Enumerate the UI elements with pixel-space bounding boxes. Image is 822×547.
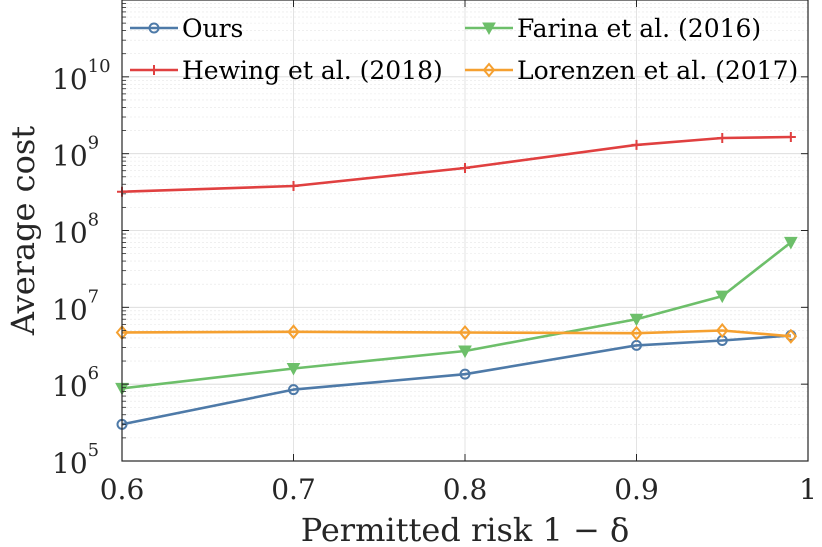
y-tick-label: 1010	[52, 56, 111, 96]
y-axis-label: Average cost	[4, 126, 42, 336]
legend-entry-2: Hewing et al. (2018)	[130, 56, 443, 85]
series-1	[116, 329, 797, 430]
data-point	[785, 131, 796, 142]
data-point	[717, 132, 728, 143]
legend-entry-4: Lorenzen et al. (2017)	[465, 56, 798, 85]
data-point	[631, 339, 642, 351]
x-tick-label: 1	[799, 473, 817, 506]
data-point	[460, 163, 470, 174]
x-tick-label: 0.9	[614, 473, 659, 506]
y-tick-label: 107	[52, 286, 99, 326]
y-tick-label: 106	[52, 363, 99, 403]
legend: Ours Hewing et al. (2018) Farina et al. (2…	[130, 14, 798, 85]
y-tick-label: 105	[52, 440, 99, 480]
data-point	[288, 180, 299, 191]
legend-marker	[148, 22, 160, 34]
series-line	[121, 329, 792, 338]
y-tick-exponent: 10	[88, 56, 111, 77]
series-3	[115, 236, 798, 396]
legend-label: Lorenzen et al. (2017)	[517, 56, 798, 85]
series-line	[121, 241, 792, 390]
data-point	[715, 290, 730, 304]
series-4	[115, 322, 798, 344]
y-tick-label: 108	[52, 210, 99, 250]
y-tick-exponent: 7	[88, 286, 99, 307]
data-point	[629, 313, 644, 327]
data-point	[784, 328, 798, 344]
data-point	[286, 362, 301, 376]
legend-label: Ours	[182, 14, 243, 43]
x-tick-label: 0.8	[443, 473, 488, 506]
legend-label: Farina et al. (2016)	[517, 14, 761, 43]
legend-entry-1: Ours	[130, 14, 243, 43]
legend-marker	[482, 22, 496, 36]
series-2	[117, 131, 796, 197]
legend-marker	[149, 65, 159, 75]
legend-marker	[482, 62, 496, 78]
data-point	[287, 324, 300, 340]
data-point	[784, 236, 798, 250]
data-point	[631, 139, 642, 150]
y-tick-exponent: 6	[88, 363, 99, 384]
x-axis-label: Permitted risk 1 − δ	[301, 511, 630, 547]
legend-entry-3: Farina et al. (2016)	[465, 14, 761, 43]
y-tick-exponent: 8	[88, 210, 99, 231]
legend-label: Hewing et al. (2018)	[182, 56, 443, 85]
y-tick-exponent: 9	[88, 133, 99, 154]
data-point	[630, 325, 643, 341]
data-point	[288, 384, 299, 396]
y-tick-exponent: 5	[88, 440, 99, 461]
x-tick-label: 0.6	[100, 473, 145, 506]
data-point	[715, 322, 729, 339]
data-point	[458, 324, 472, 341]
y-tick-label: 109	[52, 133, 99, 173]
series-line	[121, 135, 791, 193]
data-point	[458, 345, 472, 359]
x-tick-label: 0.7	[271, 473, 316, 506]
series-line	[121, 334, 791, 426]
data-point	[459, 368, 471, 380]
